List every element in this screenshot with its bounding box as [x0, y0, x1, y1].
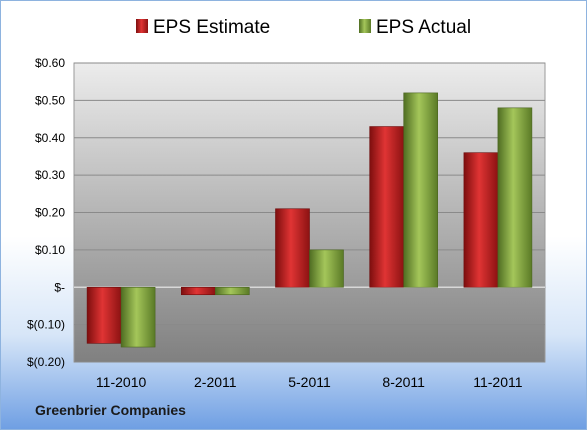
x-category-label: 11-2011 [473, 374, 523, 390]
y-tick-label: $0.30 [35, 168, 65, 182]
x-category-label: 2-2011 [194, 374, 237, 390]
bar-eps-actual [403, 92, 439, 288]
y-tick-label: $(0.10) [27, 318, 65, 332]
bar-eps-actual [215, 286, 250, 296]
y-tick-label: $(0.20) [27, 355, 65, 369]
x-category-label: 8-2011 [382, 374, 425, 390]
bars [86, 92, 533, 348]
legend-label-actual: EPS Actual [376, 17, 471, 38]
company-name: Greenbrier Companies [35, 402, 186, 418]
bar-eps-estimate [463, 152, 499, 288]
legend-swatch-estimate [136, 19, 148, 33]
x-category-label: 11-2010 [96, 374, 147, 390]
bar-eps-estimate [275, 208, 310, 288]
legend-label-estimate: EPS Estimate [153, 17, 270, 38]
bar-eps-estimate [86, 286, 122, 344]
bar-eps-actual [497, 107, 533, 288]
y-tick-label: $0.40 [35, 131, 65, 145]
x-axis-labels: 11-2010 2-2011 5-2011 8-2011 11-2011 [96, 374, 523, 390]
y-tick-label: $0.60 [35, 56, 65, 70]
y-tick-label: $0.20 [35, 206, 65, 220]
bar-eps-estimate [181, 286, 216, 296]
legend-swatch-actual [359, 19, 371, 33]
x-category-label: 5-2011 [288, 374, 331, 390]
bar-eps-actual [120, 286, 156, 348]
y-tick-label: $0.50 [35, 93, 65, 107]
y-axis-labels: $0.60 $0.50 $0.40 $0.30 $0.20 $0.10 $- $(0.10) $… [27, 56, 65, 369]
y-tick-label: $0.10 [35, 243, 65, 257]
bar-eps-estimate [369, 126, 405, 288]
bar-eps-actual [309, 249, 344, 288]
y-tick-label: $- [54, 280, 65, 294]
legend: EPS Estimate EPS Actual [136, 17, 471, 38]
